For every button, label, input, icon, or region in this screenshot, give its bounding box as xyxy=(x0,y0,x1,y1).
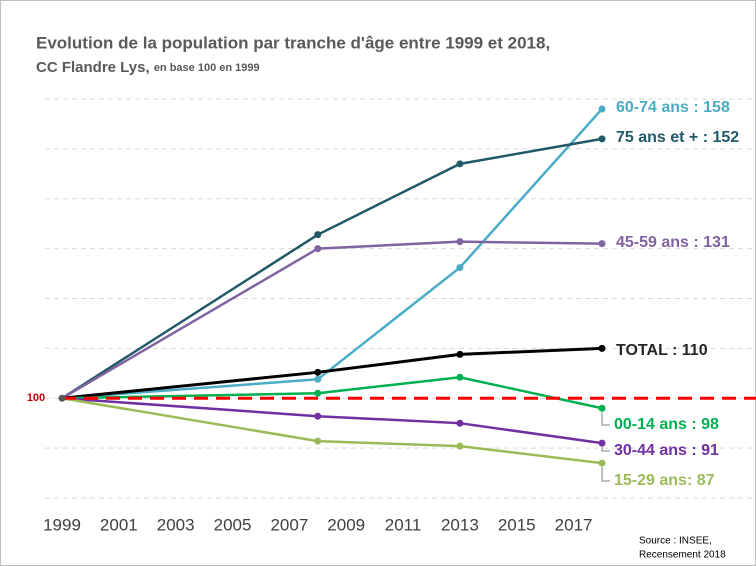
data-point xyxy=(598,459,606,467)
series-line xyxy=(61,397,603,445)
source: Recensement 2018 xyxy=(639,550,726,561)
chart-title: Evolution de la population par tranche d… xyxy=(36,33,550,52)
x-tick-label: 2017 xyxy=(555,515,593,534)
series-line xyxy=(61,346,603,400)
data-point xyxy=(314,412,322,420)
x-tick-label: 2005 xyxy=(214,515,252,534)
series-label: 00-14 ans : 98 xyxy=(614,416,719,433)
x-tick-label: 2001 xyxy=(100,515,138,534)
x-tick-label: 2009 xyxy=(327,515,365,534)
series-label: 75 ans et + : 152 xyxy=(616,129,739,146)
x-tick-label: 1999 xyxy=(43,515,81,534)
data-point xyxy=(456,350,464,358)
x-tick-label: 2003 xyxy=(157,515,195,534)
x-tick-label: 2013 xyxy=(441,515,479,534)
data-point xyxy=(456,373,464,381)
series-label: 60-74 ans : 158 xyxy=(616,99,730,116)
data-point xyxy=(598,240,606,248)
x-tick-label: 2011 xyxy=(385,515,422,534)
data-point xyxy=(598,404,606,412)
data-point xyxy=(58,394,66,402)
data-point xyxy=(456,264,464,272)
label-connector xyxy=(601,447,610,452)
data-point xyxy=(598,105,606,113)
source: Source : INSEE, xyxy=(639,536,712,547)
series-line xyxy=(61,376,603,410)
data-point xyxy=(456,160,464,168)
x-tick-label: 2015 xyxy=(498,515,536,534)
series-label: 45-59 ans : 131 xyxy=(616,234,730,251)
series-line xyxy=(61,137,603,400)
data-point xyxy=(314,389,322,397)
data-point xyxy=(456,238,464,246)
data-point xyxy=(314,368,322,376)
series-line xyxy=(61,108,603,400)
series-label: 30-44 ans : 91 xyxy=(614,442,719,459)
label-connector xyxy=(601,467,610,482)
data-point xyxy=(314,245,322,253)
y-tick-label: 100 xyxy=(27,392,45,404)
data-point xyxy=(314,375,322,383)
data-point xyxy=(598,344,606,352)
x-tick-label: 2007 xyxy=(270,515,308,534)
data-point xyxy=(456,442,464,450)
data-point xyxy=(598,135,606,143)
series-line xyxy=(61,397,603,465)
series-label: TOTAL : 110 xyxy=(616,342,708,359)
chart-subtitle: CC Flandre Lys, en base 100 en 1999 xyxy=(36,59,260,76)
data-point xyxy=(598,439,606,447)
series-line xyxy=(61,240,603,400)
series-label: 15-29 ans: 87 xyxy=(614,472,715,489)
data-point xyxy=(314,437,322,445)
data-point xyxy=(456,419,464,427)
data-point xyxy=(314,231,322,239)
label-connector xyxy=(601,412,610,426)
